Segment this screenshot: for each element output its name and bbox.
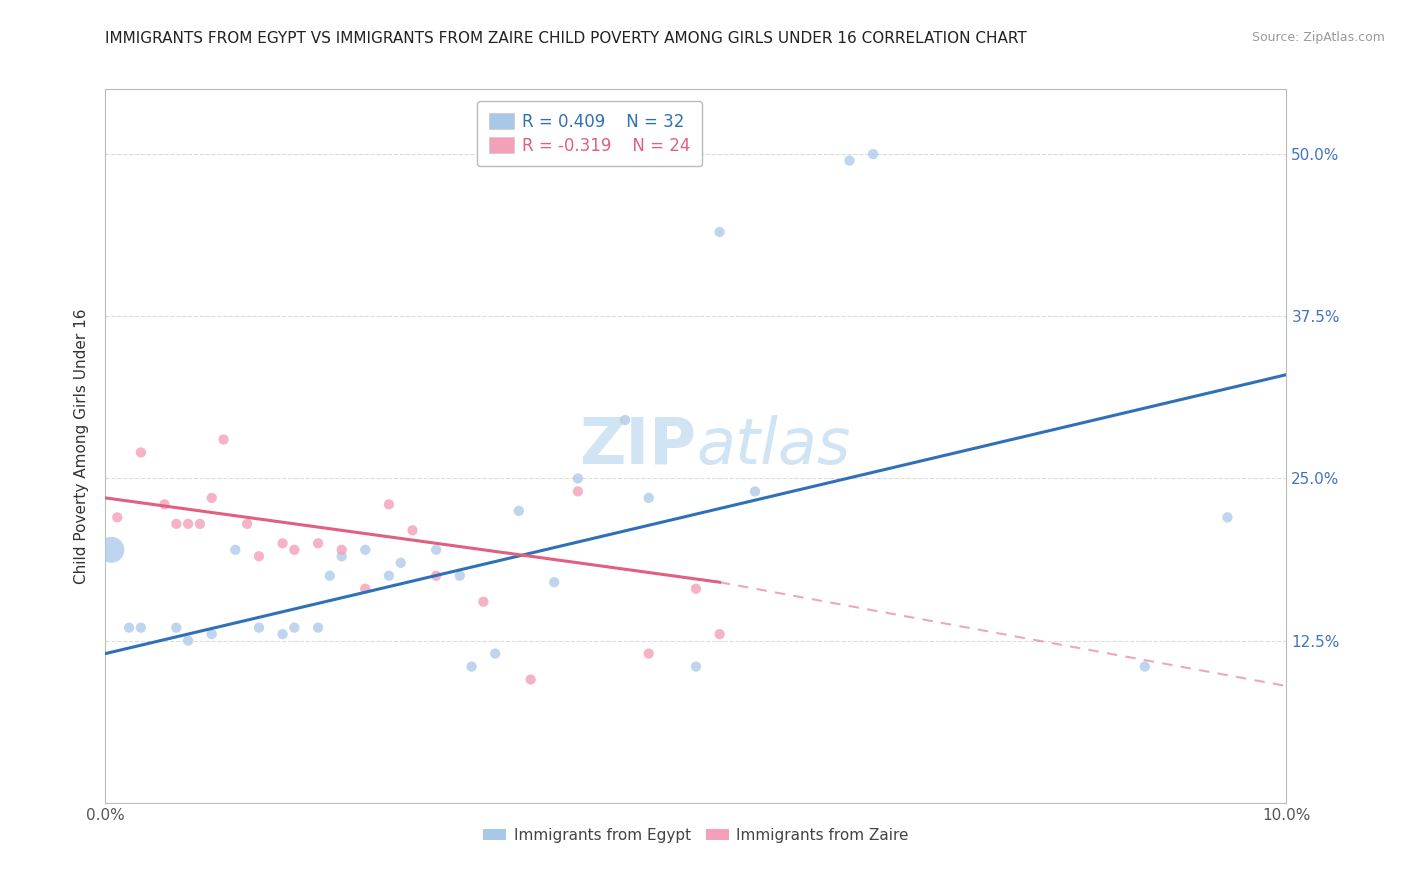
Point [425, 568, 447, 582]
Point [212, 433, 235, 447]
Point [484, 647, 506, 661]
Point [378, 568, 401, 582]
Point [177, 516, 200, 531]
Point [472, 595, 495, 609]
Point [153, 497, 176, 511]
Point [224, 542, 246, 557]
Point [709, 627, 731, 641]
Point [330, 549, 353, 564]
Point [188, 516, 211, 531]
Point [283, 621, 305, 635]
Point [744, 484, 766, 499]
Point [247, 621, 270, 635]
Legend: Immigrants from Egypt, Immigrants from Zaire: Immigrants from Egypt, Immigrants from Z… [477, 822, 915, 848]
Text: IMMIGRANTS FROM EGYPT VS IMMIGRANTS FROM ZAIRE CHILD POVERTY AMONG GIRLS UNDER 1: IMMIGRANTS FROM EGYPT VS IMMIGRANTS FROM… [105, 31, 1028, 46]
Point [1216, 510, 1239, 524]
Point [614, 413, 637, 427]
Point [271, 627, 294, 641]
Point [637, 647, 659, 661]
Point [567, 471, 589, 485]
Point [401, 524, 423, 538]
Point [283, 542, 305, 557]
Point [330, 542, 353, 557]
Point [637, 491, 659, 505]
Point [354, 542, 377, 557]
Point [519, 673, 541, 687]
Point [354, 582, 377, 596]
Point [105, 510, 128, 524]
Point [709, 225, 731, 239]
Y-axis label: Child Poverty Among Girls Under 16: Child Poverty Among Girls Under 16 [75, 309, 90, 583]
Point [165, 516, 187, 531]
Point [389, 556, 412, 570]
Point [449, 568, 471, 582]
Point [543, 575, 565, 590]
Point [378, 497, 401, 511]
Point [508, 504, 530, 518]
Point [118, 621, 141, 635]
Point [319, 568, 342, 582]
Point [307, 621, 329, 635]
Point [271, 536, 294, 550]
Point [129, 445, 152, 459]
Point [236, 516, 259, 531]
Point [460, 659, 482, 673]
Point [100, 542, 122, 557]
Point [307, 536, 329, 550]
Point [201, 491, 224, 505]
Point [165, 621, 187, 635]
Text: atlas: atlas [696, 415, 851, 477]
Point [247, 549, 270, 564]
Point [129, 621, 152, 635]
Point [685, 582, 707, 596]
Point [838, 153, 860, 168]
Point [425, 542, 447, 557]
Point [567, 484, 589, 499]
Text: ZIP: ZIP [579, 415, 696, 477]
Point [177, 633, 200, 648]
Point [685, 659, 707, 673]
Text: Source: ZipAtlas.com: Source: ZipAtlas.com [1251, 31, 1385, 45]
Point [1133, 659, 1156, 673]
Point [862, 147, 884, 161]
Point [201, 627, 224, 641]
